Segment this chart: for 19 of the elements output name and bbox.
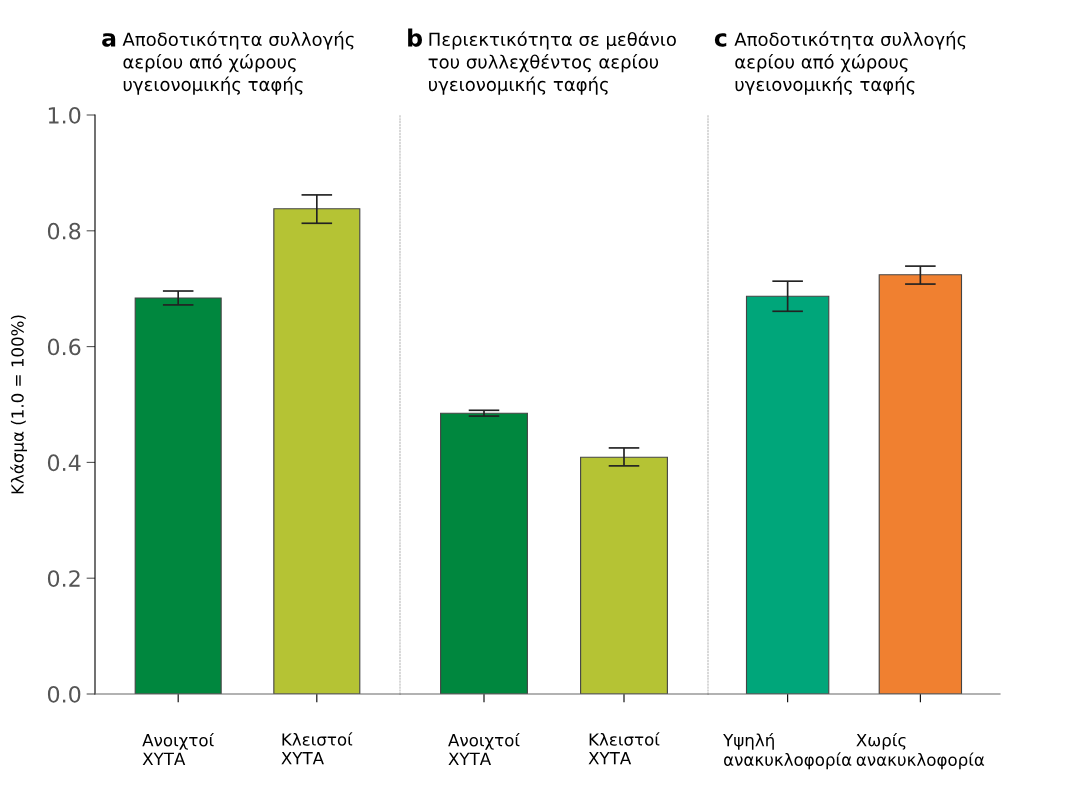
text: a [102, 33, 116, 47]
x-tick-label: Κλειστοί ΧΥΤΑ [588, 732, 660, 765]
y-tick-label: 0.8 [47, 222, 81, 240]
x-tick-label: Υψηλή ανακυκλοφορία [723, 732, 852, 770]
y-tick-label: 0.2 [47, 570, 80, 587]
x-tick-label: Χωρίς ανακυκλοφορία [856, 732, 985, 770]
chart-title: Αποδοτικότητα συλλογής αερίου από χώρους υγειονομικής ταφής [122, 31, 354, 95]
x-tick-label: Κλειστοί ΧΥΤΑ [281, 732, 353, 765]
y-tick-label: 0.6 [47, 338, 81, 356]
text: c [714, 33, 727, 47]
chart-title: Αποδοτικότητα συλλογής αερίου από χώρους υγειονομικής ταφής [734, 31, 966, 95]
y-tick-label: 0.4 [47, 454, 81, 472]
text: b [408, 28, 422, 47]
y-axis-title: Κλάσμα (1.0 = 100%) [10, 315, 28, 494]
chart-title: Περιεκτικότητα σε μεθάνιο του συλλεχθέντος αερίου υγειονομικής ταφής [428, 31, 676, 95]
y-tick-label: 1.0 [48, 106, 81, 124]
y-tick-label: 0.0 [47, 685, 81, 703]
x-tick-label: Ανοιχτοί ΧΥΤΑ [448, 732, 520, 765]
x-tick-label: Ανοιχτοί ΧΥΤΑ [142, 732, 214, 765]
